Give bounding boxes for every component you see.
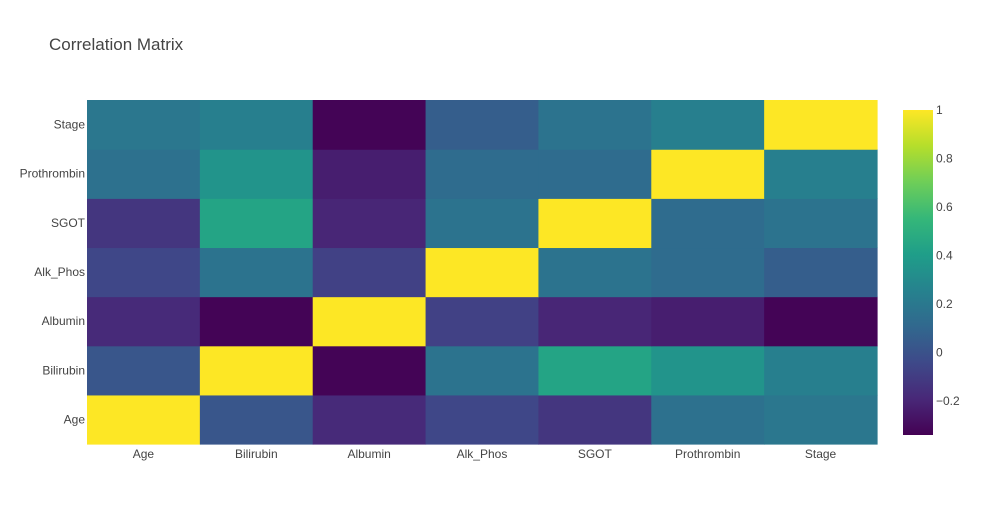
heatmap-cell-bilirubin-age: [87, 345, 201, 396]
heatmap-cell-stage-bilirubin: [199, 100, 314, 150]
heatmap-cell-sgot-prothrombin: [651, 198, 765, 249]
heatmap-cell-alk-phos-sgot: [538, 247, 652, 298]
heatmap-cell-bilirubin-albumin: [312, 345, 427, 396]
heatmap-cell-bilirubin-prothrombin: [651, 345, 765, 396]
colorbar-tick-label: 0: [936, 346, 943, 360]
chart-title: Correlation Matrix: [49, 35, 184, 54]
y-tick-label-bilirubin: Bilirubin: [42, 363, 85, 377]
colorbar: 1 0.8 0.6 0.4 0.2 0 −0.2: [903, 103, 960, 435]
heatmap-cell-bilirubin-bilirubin: [199, 345, 314, 396]
colorbar-gradient: [903, 110, 933, 435]
x-tick-label-bilirubin: Bilirubin: [235, 447, 278, 461]
heatmap-cell-prothrombin-albumin: [312, 149, 427, 199]
heatmap-cell-prothrombin-age: [87, 149, 201, 199]
heatmap-cell-albumin-bilirubin: [199, 296, 314, 347]
heatmap-cell-age-alk-phos: [425, 394, 540, 445]
heatmap-cell-stage-albumin: [312, 100, 427, 150]
heatmap-cell-alk-phos-bilirubin: [199, 247, 314, 298]
heatmap-cell-albumin-stage: [764, 296, 878, 347]
heatmap-cell-stage-age: [87, 100, 201, 150]
heatmap-cell-albumin-age: [87, 296, 201, 347]
heatmap-cell-alk-phos-stage: [764, 247, 878, 298]
y-axis-tick-labels: Age Bilirubin Albumin Alk_Phos SGOT Prothromb…: [20, 118, 86, 427]
x-tick-label-albumin: Albumin: [347, 447, 390, 461]
heatmap-cell-alk-phos-albumin: [312, 247, 427, 298]
heatmap-cell-sgot-bilirubin: [199, 198, 314, 249]
heatmap-cell-bilirubin-alk-phos: [425, 345, 540, 396]
colorbar-tick-label: 0.4: [936, 249, 953, 263]
heatmap-cell-alk-phos-age: [87, 247, 201, 298]
colorbar-tick-label: 0.2: [936, 297, 953, 311]
heatmap-cell-albumin-albumin: [312, 296, 427, 347]
heatmap-cell-sgot-alk-phos: [425, 198, 540, 249]
heatmap-cell-sgot-stage: [764, 198, 878, 249]
heatmap-cell-prothrombin-stage: [764, 149, 878, 199]
heatmap-cell-stage-prothrombin: [651, 100, 765, 150]
heatmap-cell-sgot-albumin: [312, 198, 427, 249]
heatmap-cell-prothrombin-alk-phos: [425, 149, 540, 199]
y-tick-label-alk-phos: Alk_Phos: [34, 265, 85, 279]
colorbar-tick-label: 1: [936, 103, 943, 117]
heatmap-cell-sgot-sgot: [538, 198, 652, 249]
colorbar-tick-label: 0.6: [936, 200, 953, 214]
x-axis-tick-labels: Age Bilirubin Albumin Alk_Phos SGOT Prothromb…: [133, 447, 837, 461]
x-tick-label-prothrombin: Prothrombin: [675, 447, 740, 461]
y-tick-label-age: Age: [64, 412, 86, 426]
colorbar-tick-labels: 1 0.8 0.6 0.4 0.2 0 −0.2: [936, 103, 960, 408]
x-tick-label-age: Age: [133, 447, 155, 461]
heatmap-cell-age-sgot: [538, 394, 652, 445]
heatmap-cell-stage-sgot: [538, 100, 652, 150]
heatmap-cell-age-prothrombin: [651, 394, 765, 445]
heatmap-cell-bilirubin-stage: [764, 345, 878, 396]
heatmap-cell-prothrombin-sgot: [538, 149, 652, 199]
heatmap-cell-age-bilirubin: [199, 394, 314, 445]
heatmap-cell-prothrombin-bilirubin: [199, 149, 314, 199]
y-tick-label-stage: Stage: [54, 118, 86, 132]
y-tick-label-sgot: SGOT: [51, 216, 86, 230]
heatmap-cell-albumin-sgot: [538, 296, 652, 347]
heatmap-cell-albumin-prothrombin: [651, 296, 765, 347]
heatmap-cells: [87, 100, 878, 445]
heatmap-cell-age-age: [87, 394, 201, 445]
heatmap-cell-age-albumin: [312, 394, 427, 445]
heatmap-cell-age-stage: [764, 394, 878, 445]
heatmap-cell-alk-phos-prothrombin: [651, 247, 765, 298]
x-tick-label-sgot: SGOT: [578, 447, 613, 461]
x-tick-label-alk-phos: Alk_Phos: [457, 447, 508, 461]
heatmap-cell-albumin-alk-phos: [425, 296, 540, 347]
x-tick-label-stage: Stage: [805, 447, 837, 461]
colorbar-tick-label: 0.8: [936, 152, 953, 166]
heatmap-cell-bilirubin-sgot: [538, 345, 652, 396]
heatmap-cell-stage-stage: [764, 100, 878, 150]
colorbar-tick-label: −0.2: [936, 394, 960, 408]
heatmap-cell-stage-alk-phos: [425, 100, 540, 150]
y-tick-label-albumin: Albumin: [42, 314, 85, 328]
heatmap-cell-alk-phos-alk-phos: [425, 247, 540, 298]
y-tick-label-prothrombin: Prothrombin: [20, 167, 85, 181]
heatmap-cell-prothrombin-prothrombin: [651, 149, 765, 199]
heatmap-cell-sgot-age: [87, 198, 201, 249]
